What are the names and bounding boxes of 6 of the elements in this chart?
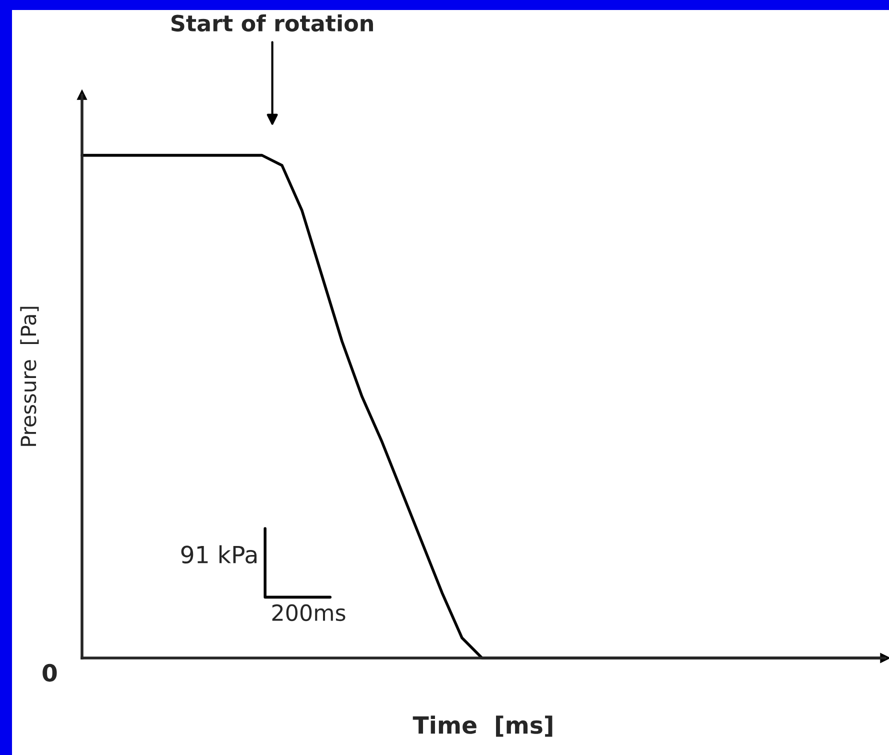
- y-axis-title: Pressure [Pa]: [20, 306, 39, 446]
- x-axis-title: Time [ms]: [412, 716, 552, 737]
- text: Start of rotation: [172, 14, 373, 32]
- annotation: 200ms: [272, 604, 346, 622]
- annotation: 91 kPa: [181, 545, 257, 564]
- text: 0: [42, 664, 57, 682]
